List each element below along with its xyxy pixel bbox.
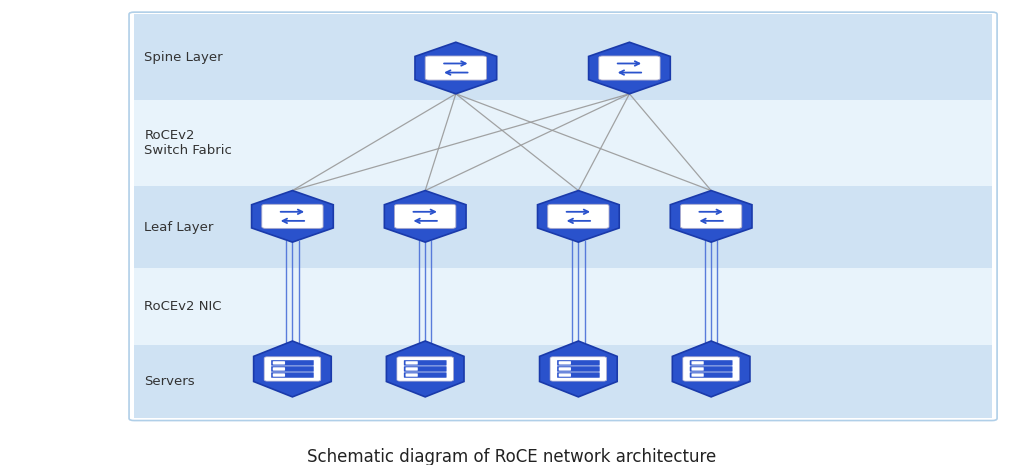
- FancyBboxPatch shape: [134, 345, 992, 418]
- FancyBboxPatch shape: [557, 360, 600, 365]
- FancyBboxPatch shape: [397, 357, 454, 381]
- Polygon shape: [538, 191, 620, 242]
- FancyBboxPatch shape: [681, 204, 741, 228]
- FancyBboxPatch shape: [264, 357, 321, 381]
- Polygon shape: [415, 42, 497, 94]
- FancyBboxPatch shape: [404, 360, 446, 365]
- Polygon shape: [673, 341, 750, 397]
- Text: Servers: Servers: [144, 375, 195, 388]
- FancyBboxPatch shape: [557, 366, 600, 372]
- Polygon shape: [384, 191, 466, 242]
- Text: Spine Layer: Spine Layer: [144, 51, 223, 64]
- FancyBboxPatch shape: [691, 373, 703, 377]
- Polygon shape: [254, 341, 331, 397]
- FancyBboxPatch shape: [272, 373, 285, 377]
- Polygon shape: [589, 42, 671, 94]
- FancyBboxPatch shape: [559, 361, 571, 365]
- FancyBboxPatch shape: [691, 367, 703, 371]
- FancyBboxPatch shape: [683, 357, 739, 381]
- FancyBboxPatch shape: [599, 56, 660, 80]
- FancyBboxPatch shape: [559, 373, 571, 377]
- FancyBboxPatch shape: [548, 204, 609, 228]
- FancyBboxPatch shape: [262, 204, 324, 228]
- FancyBboxPatch shape: [134, 186, 992, 268]
- FancyBboxPatch shape: [271, 372, 313, 378]
- Text: RoCEv2
Switch Fabric: RoCEv2 Switch Fabric: [144, 129, 232, 157]
- Text: Schematic diagram of RoCE network architecture: Schematic diagram of RoCE network archit…: [307, 448, 717, 465]
- Text: RoCEv2 NIC: RoCEv2 NIC: [144, 300, 222, 313]
- FancyBboxPatch shape: [271, 360, 313, 365]
- Text: Leaf Layer: Leaf Layer: [144, 220, 214, 233]
- FancyBboxPatch shape: [404, 372, 446, 378]
- FancyBboxPatch shape: [559, 367, 571, 371]
- FancyBboxPatch shape: [272, 367, 285, 371]
- FancyBboxPatch shape: [134, 100, 992, 186]
- FancyBboxPatch shape: [134, 14, 992, 100]
- FancyBboxPatch shape: [406, 367, 418, 371]
- Polygon shape: [540, 341, 617, 397]
- FancyBboxPatch shape: [691, 361, 703, 365]
- FancyBboxPatch shape: [425, 56, 486, 80]
- Polygon shape: [671, 191, 752, 242]
- FancyBboxPatch shape: [557, 372, 600, 378]
- FancyBboxPatch shape: [690, 366, 732, 372]
- FancyBboxPatch shape: [272, 361, 285, 365]
- FancyBboxPatch shape: [690, 360, 732, 365]
- FancyBboxPatch shape: [406, 361, 418, 365]
- FancyBboxPatch shape: [404, 366, 446, 372]
- FancyBboxPatch shape: [406, 373, 418, 377]
- FancyBboxPatch shape: [690, 372, 732, 378]
- FancyBboxPatch shape: [394, 204, 456, 228]
- Polygon shape: [252, 191, 333, 242]
- Polygon shape: [386, 341, 464, 397]
- FancyBboxPatch shape: [550, 357, 606, 381]
- FancyBboxPatch shape: [271, 366, 313, 372]
- FancyBboxPatch shape: [134, 268, 992, 345]
